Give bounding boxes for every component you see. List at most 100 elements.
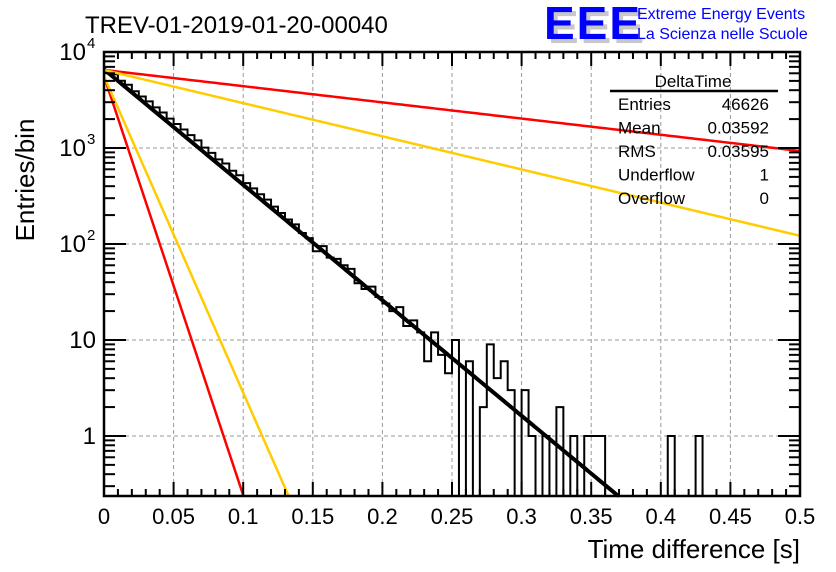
y-tick-label: 10 xyxy=(59,231,86,258)
histogram-bin xyxy=(424,361,431,496)
histogram-bin xyxy=(355,283,362,496)
x-tick-label: 0.5 xyxy=(785,504,816,529)
histogram-bin xyxy=(118,81,125,496)
curve-yellow-shallow xyxy=(103,68,801,238)
histogram-bin xyxy=(341,265,348,496)
histogram-bin xyxy=(167,119,174,496)
histogram-bin xyxy=(362,289,369,496)
stats-row-label: Overflow xyxy=(618,189,686,208)
y-tick-label: 10 xyxy=(59,39,86,66)
stats-row-value: 0.03592 xyxy=(708,119,769,138)
histogram-bin xyxy=(188,135,195,496)
histogram-bin xyxy=(529,436,536,496)
eee-logo-mark: EEE xyxy=(544,0,642,49)
histogram-bin xyxy=(215,159,222,496)
histogram-bin xyxy=(382,303,389,496)
x-tick-label: 0.1 xyxy=(228,504,259,529)
stats-row-value: 0.03595 xyxy=(708,142,769,161)
histogram-bin xyxy=(410,320,417,496)
histogram-bin xyxy=(278,213,285,496)
histogram-bin xyxy=(257,194,264,496)
curve-yellow-steep xyxy=(102,75,291,497)
histogram-bin xyxy=(327,258,334,496)
histogram-bin xyxy=(194,140,201,496)
histogram-bin xyxy=(403,326,410,496)
histogram-bin xyxy=(146,101,153,496)
histogram-bin xyxy=(668,436,675,496)
x-tick-label: 0.25 xyxy=(431,504,474,529)
histogram-bin xyxy=(111,74,118,496)
stats-row-label: Entries xyxy=(618,95,671,114)
stats-title: DeltaTime xyxy=(655,72,732,91)
x-tick-label: 0.2 xyxy=(367,504,398,529)
stats-row-label: Mean xyxy=(618,119,661,138)
histogram-bin xyxy=(542,436,549,496)
histogram-bin xyxy=(313,251,320,496)
histogram-bin xyxy=(271,207,278,496)
histogram-bin xyxy=(160,113,167,496)
histogram-bin xyxy=(201,148,208,496)
y-axis-label: Entries/bin xyxy=(10,119,40,242)
histogram-bin xyxy=(466,361,473,496)
chart-title: TREV-01-2019-01-20-00040 xyxy=(85,12,388,39)
histogram-bin xyxy=(236,175,243,496)
y-tick-exponent: 4 xyxy=(87,35,95,52)
histogram-bin xyxy=(153,107,160,496)
eee-logo: EEE EEE Extreme Energy Events La Scienza… xyxy=(544,0,808,53)
eee-logo-line1: Extreme Energy Events xyxy=(637,6,805,23)
histogram-bin xyxy=(229,171,236,496)
x-axis-label: Time difference [s] xyxy=(588,534,800,564)
histogram-bin xyxy=(375,297,382,496)
x-tick-label: 0.4 xyxy=(646,504,677,529)
x-tick-label: 0 xyxy=(98,504,110,529)
x-tick-label: 0.35 xyxy=(570,504,613,529)
y-tick-label: 10 xyxy=(69,327,96,354)
histogram-bin xyxy=(417,332,424,496)
histogram-bin xyxy=(570,436,577,496)
y-tick-base: 10 xyxy=(69,327,96,354)
x-tick-label: 0.15 xyxy=(291,504,334,529)
eee-logo-line2: La Scienza nelle Scuole xyxy=(637,26,808,43)
histogram-bin xyxy=(584,436,591,496)
histogram-bin xyxy=(368,287,375,496)
stats-row-value: 1 xyxy=(760,166,769,185)
histogram-bin xyxy=(334,259,341,496)
histogram-bin xyxy=(445,373,452,496)
x-tick-label: 0.05 xyxy=(152,504,195,529)
x-tick-label: 0.45 xyxy=(709,504,752,529)
y-tick-exponent: 2 xyxy=(87,227,95,244)
y-tick-base: 10 xyxy=(59,135,86,162)
x-axis: 0 0.05 0.1 0.15 0.2 0.25 0.3 0.35 0.4 0.45 0.5 xyxy=(98,52,815,529)
histogram-bin xyxy=(299,233,306,496)
y-tick-exponent: 3 xyxy=(87,131,95,148)
histogram-bin xyxy=(591,436,598,496)
histogram-bin xyxy=(438,355,445,496)
y-tick-label: 10 xyxy=(59,135,86,162)
histogram-bin xyxy=(522,390,529,496)
curve-red-steep xyxy=(102,75,245,496)
histogram-bin xyxy=(598,436,605,496)
curve-fit xyxy=(102,67,621,498)
histogram-bin xyxy=(348,269,355,496)
stats-row-value: 0 xyxy=(760,189,769,208)
histogram-bin xyxy=(501,361,508,496)
curve-red-shallow xyxy=(103,68,801,153)
histogram-bin xyxy=(285,219,292,496)
stats-box: DeltaTime Entries 46626 Mean 0.03592 RMS 0.03… xyxy=(610,72,778,208)
eee-logo-shadow: EEE xyxy=(548,1,646,53)
stats-row-label: RMS xyxy=(618,142,656,161)
y-tick-base: 1 xyxy=(83,423,96,450)
y-tick-base: 10 xyxy=(59,231,86,258)
grid-lines xyxy=(104,52,800,496)
histogram-bin xyxy=(480,407,487,496)
histogram-bin xyxy=(292,224,299,496)
fit-curves xyxy=(102,67,801,498)
stats-row-value: 46626 xyxy=(722,95,769,114)
histogram-bin xyxy=(431,332,438,496)
histogram-bin xyxy=(487,344,494,496)
stats-row-label: Underflow xyxy=(618,166,695,185)
histogram-bin xyxy=(696,436,703,496)
x-tick-label: 0.3 xyxy=(506,504,537,529)
